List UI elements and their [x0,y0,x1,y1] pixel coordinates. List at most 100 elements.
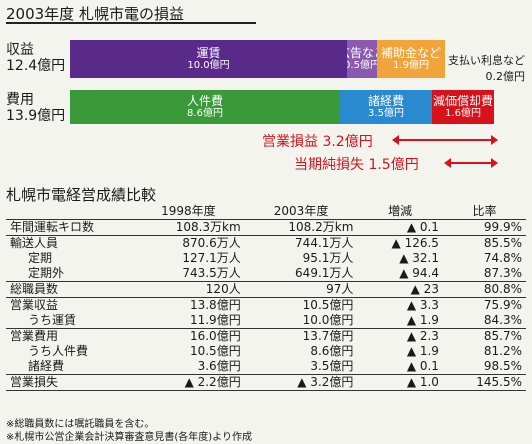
table-title: 札幌市電経営成績比較 [6,186,157,204]
value-ratio: 85.7% [442,328,526,344]
title-rule [6,22,256,24]
row-label: うち人件費 [28,344,89,358]
value-1998: 108.3万km [132,219,245,236]
header-ratio: 比率 [442,204,526,220]
value-change: ▲ 1.9 [406,344,439,358]
row-label: 定期外 [28,266,65,280]
table-row: 営業費用 16.0億円 13.7億円 ▲ 2.3 85.7% [6,328,526,344]
table-row: うち人件費 10.5億円 8.6億円 ▲ 1.9 81.2% [6,344,526,359]
table-row: 営業収益 13.8億円 10.5億円 ▲ 3.3 75.9% [6,297,526,313]
table-row: 定期外 743.5万人 649.1万人 ▲ 94.4 87.3% [6,266,526,282]
value-ratio: 98.5% [483,359,522,373]
footnote: ※総職員数には嘱託職員を含む。 [6,419,155,430]
value-2003: 95.1万人 [302,251,354,265]
value-change: ▲ 23 [357,281,443,298]
value-1998: 870.6万人 [132,235,245,251]
value-ratio: 85.5% [442,235,526,251]
table-row: 定期 127.1万人 95.1万人 ▲ 32.1 74.8% [6,251,526,266]
header-label [6,204,132,220]
revenue-label: 収益 12.4億円 [6,42,66,74]
value-2003: ▲ 3.2億円 [244,374,358,391]
value-ratio: 81.2% [483,344,522,358]
value-1998: 13.8億円 [132,297,245,313]
row-label: 年間運転キロ数 [6,219,132,236]
expense-segment-misc: 諸経費 3.5億円 [340,90,432,124]
value-change: ▲ 2.3 [357,328,443,344]
expense-label: 費用 13.9億円 [6,92,66,124]
value-2003: 13.7億円 [244,328,358,344]
header-2003: 2003年度 [244,204,358,220]
expense-segment-depreciation: 減価償却費 1.6億円 [432,90,494,124]
value-1998: 120人 [132,281,245,298]
table-row: 年間運転キロ数 108.3万km 108.2万km ▲ 0.1 99.9% [6,219,526,236]
net-loss-arrow [444,158,498,168]
value-1998: 127.1万人 [182,251,241,265]
value-1998: 743.5万人 [182,266,241,280]
value-ratio: 87.3% [483,266,522,280]
interest-note: 支払い利息など 0.2億円 [448,54,525,83]
value-2003: 97人 [244,281,358,298]
segment-value: 0.5億円 [347,60,377,71]
operating-loss-label: 営業損益 3.2億円 [262,134,373,150]
table-row: 営業損失 ▲ 2.2億円 ▲ 3.2億円 ▲ 1.0 145.5% [6,374,526,391]
revenue-segment-subsidy: 補助金など 1.9億円 [377,40,445,78]
value-1998: 3.6億円 [197,359,241,373]
revenue-segment-fares: 運賃 10.0億円 [70,40,347,78]
value-ratio: 80.8% [442,281,526,298]
table-row: 総職員数 120人 97人 ▲ 23 80.8% [6,281,526,298]
operating-loss-arrow [392,135,498,145]
row-label: 営業損失 [6,374,132,391]
value-change: ▲ 1.9 [406,313,439,327]
segment-value: 1.9億円 [393,60,429,71]
table-row: 輸送人員 870.6万人 744.1万人 ▲ 126.5 85.5% [6,235,526,251]
segment-name: 人件費 [186,94,223,108]
row-label: 定期 [28,251,53,265]
value-ratio: 99.9% [442,219,526,236]
value-1998: ▲ 2.2億円 [132,374,245,391]
value-2003: 10.5億円 [244,297,358,313]
table-header-row: 1998年度 2003年度 増減 比率 [6,204,526,220]
value-2003: 108.2万km [244,219,358,236]
row-label: 諸経費 [28,359,65,373]
net-loss-label: 当期純損失 1.5億円 [294,157,419,173]
header-1998: 1998年度 [132,204,245,220]
footnote: ※札幌市公営企業会計決算審査意見書(各年度)より作成 [6,432,252,443]
value-change: ▲ 3.3 [357,297,443,313]
header-change: 増減 [357,204,443,220]
segment-name: 減価償却費 [432,94,493,108]
segment-value: 1.6億円 [445,108,481,119]
row-label: 営業収益 [6,297,132,313]
performance-table: 1998年度 2003年度 増減 比率 年間運転キロ数 108.3万km 108.2… [6,204,526,391]
value-2003: 10.0億円 [302,313,354,327]
value-ratio: 75.9% [442,297,526,313]
value-1998: 10.5億円 [189,344,241,358]
segment-value: 10.0億円 [187,60,230,71]
value-2003: 649.1万人 [295,266,354,280]
value-change: ▲ 0.1 [406,359,439,373]
value-1998: 16.0億円 [132,328,245,344]
segment-name: 補助金など [380,46,441,60]
value-change: ▲ 0.1 [357,219,443,236]
value-change: ▲ 126.5 [357,235,443,251]
value-2003: 8.6億円 [310,344,354,358]
table-row: 諸経費 3.6億円 3.5億円 ▲ 0.1 98.5% [6,359,526,375]
row-label: 営業費用 [6,328,132,344]
value-change: ▲ 94.4 [399,266,439,280]
segment-name: 運賃 [196,46,221,60]
value-ratio: 84.3% [483,313,522,327]
value-2003: 3.5億円 [310,359,354,373]
value-ratio: 145.5% [442,374,526,391]
row-label: うち運賃 [28,313,77,327]
row-label: 総職員数 [6,281,132,298]
segment-value: 3.5億円 [368,108,404,119]
segment-name: 広告など [347,46,377,60]
row-label: 輸送人員 [6,235,132,251]
value-ratio: 74.8% [483,251,522,265]
value-2003: 744.1万人 [244,235,358,251]
expense-segment-personnel: 人件費 8.6億円 [70,90,340,124]
table-row: うち運賃 11.9億円 10.0億円 ▲ 1.9 84.3% [6,313,526,329]
value-change: ▲ 32.1 [399,251,439,265]
chart-title: 2003年度 札幌市電の損益 [6,5,184,23]
value-change: ▲ 1.0 [357,374,443,391]
segment-name: 諸経費 [367,94,404,108]
